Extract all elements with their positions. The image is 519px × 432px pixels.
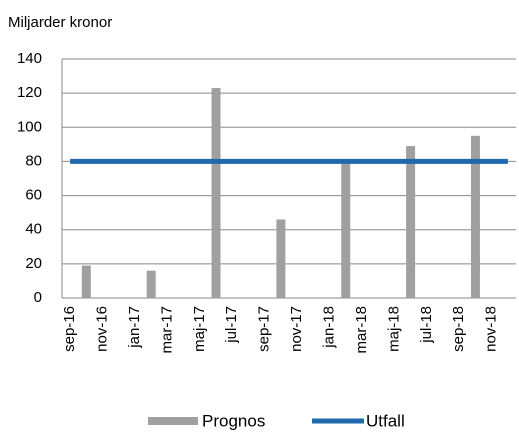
bar: [341, 163, 351, 298]
y-tick-label: 140: [17, 50, 42, 67]
y-axis-label: Miljarder kronor: [8, 14, 112, 31]
x-tick-label: jan-17: [126, 306, 143, 349]
bar: [406, 146, 416, 298]
x-tick-label: sep-18: [450, 306, 467, 352]
bar: [81, 265, 91, 298]
bar: [211, 88, 221, 299]
legend-label: Prognos: [202, 411, 265, 430]
bar: [276, 219, 286, 298]
x-tick-label: maj-18: [385, 306, 402, 352]
y-tick-label: 40: [25, 221, 42, 238]
x-tick-label: nov-17: [288, 306, 305, 352]
y-tick-label: 20: [25, 255, 42, 272]
x-tick-label: mar-18: [353, 306, 370, 354]
bar: [146, 270, 156, 298]
x-tick-label: nov-18: [483, 306, 500, 352]
x-tick-label: jan-18: [321, 306, 338, 349]
y-tick-label: 0: [34, 289, 42, 306]
y-tick-label: 100: [17, 118, 42, 135]
x-tick-label: jul-18: [418, 306, 435, 344]
y-tick-label: 60: [25, 187, 42, 204]
x-tick-label: maj-17: [191, 306, 208, 352]
x-tick-label: jul-17: [223, 306, 240, 344]
x-tick-label: sep-17: [256, 306, 273, 352]
x-tick-label: nov-16: [94, 306, 111, 352]
x-tick-label: mar-17: [158, 306, 175, 354]
bar: [470, 135, 480, 298]
legend-swatch: [148, 417, 198, 425]
y-tick-label: 120: [17, 84, 42, 101]
y-tick-label: 80: [25, 152, 42, 169]
x-tick-label: sep-16: [61, 306, 78, 352]
legend-label: Utfall: [366, 411, 405, 430]
